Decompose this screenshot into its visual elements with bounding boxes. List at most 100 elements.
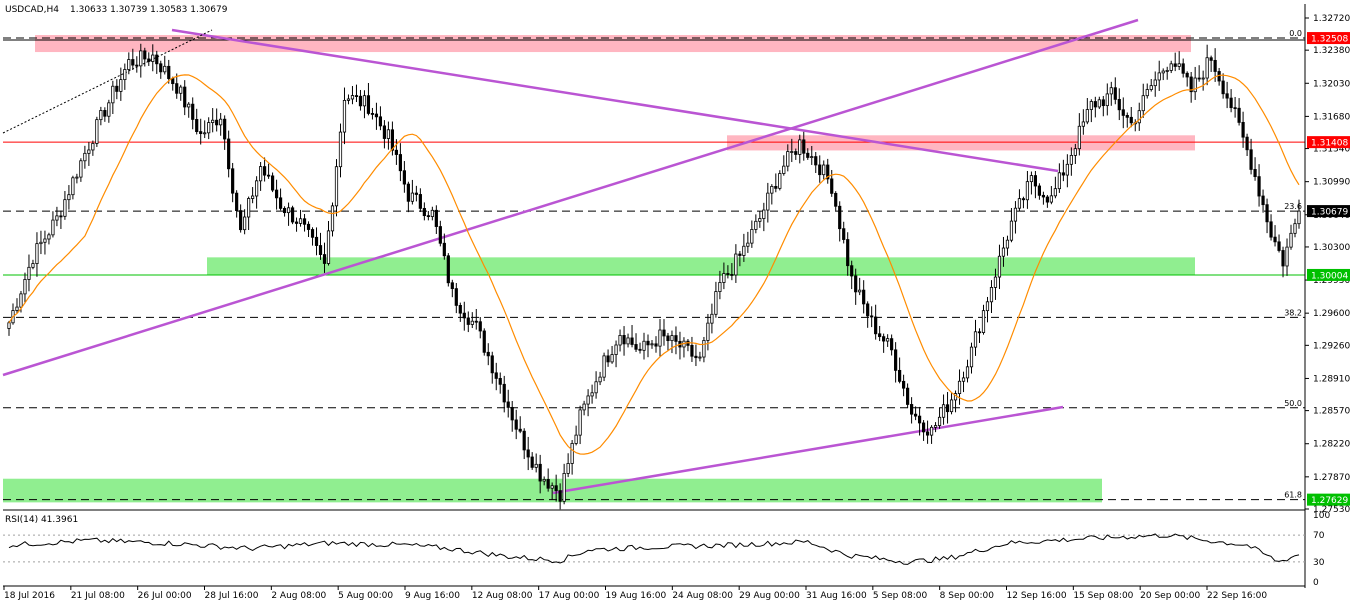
- x-tick-label: 5 Aug 00:00: [338, 591, 393, 601]
- bear-candle: [1045, 196, 1049, 203]
- bull-candle: [1025, 181, 1030, 201]
- bear-candle: [223, 118, 227, 140]
- bear-candle: [554, 485, 558, 491]
- bull-candle: [163, 65, 167, 73]
- bull-candle: [286, 207, 291, 214]
- bull-candle: [470, 320, 474, 325]
- bull-candle: [99, 110, 103, 121]
- y-tick-label: 1.28910: [1313, 374, 1350, 384]
- bear-candle: [402, 170, 406, 185]
- price-label: 1.31408: [1311, 139, 1348, 149]
- bull-candle: [650, 343, 654, 346]
- bear-candle: [690, 344, 694, 357]
- bear-candle: [906, 387, 910, 405]
- rsi-tick-label: 70: [1313, 531, 1325, 541]
- bull-candle: [1169, 63, 1173, 71]
- bull-candle: [1105, 93, 1109, 107]
- bull-candle: [566, 463, 570, 474]
- bear-candle: [231, 168, 235, 194]
- bear-candle: [366, 95, 371, 114]
- bear-candle: [538, 463, 542, 482]
- bull-candle: [243, 216, 247, 231]
- bear-candle: [442, 242, 446, 257]
- bull-candle: [47, 234, 51, 240]
- bear-candle: [842, 228, 846, 240]
- bear-candle: [1185, 72, 1189, 78]
- bull-candle: [334, 166, 339, 207]
- bull-candle: [542, 479, 546, 482]
- bull-candle: [973, 331, 978, 348]
- bear-candle: [498, 378, 502, 385]
- bull-candle: [997, 255, 1002, 278]
- bull-candle: [139, 50, 143, 67]
- bear-candle: [818, 164, 822, 176]
- bull-candle: [1201, 77, 1205, 80]
- y-tick-label: 1.31340: [1313, 145, 1350, 155]
- rsi-label: RSI(14) 41.3961: [5, 515, 78, 525]
- bear-candle: [518, 428, 522, 432]
- bear-candle: [806, 152, 810, 158]
- price-label-box: [1307, 205, 1350, 218]
- x-tick-label: 12 Aug 08:00: [472, 591, 533, 601]
- bull-candle: [1065, 163, 1069, 176]
- bull-candle: [43, 238, 47, 243]
- y-tick-label: 1.29600: [1313, 309, 1350, 319]
- bear-candle: [878, 333, 882, 338]
- bull-candle: [1089, 101, 1093, 110]
- bull-candle: [259, 166, 263, 182]
- bear-candle: [1209, 57, 1213, 61]
- bear-candle: [143, 50, 147, 60]
- bear-candle: [370, 113, 375, 115]
- bull-candle: [386, 129, 391, 139]
- bear-candle: [646, 340, 650, 346]
- bear-candle: [227, 138, 231, 170]
- y-tick-label: 1.32720: [1313, 14, 1350, 24]
- bull-candle: [670, 335, 674, 342]
- price-label-box: [1307, 268, 1350, 281]
- bear-candle: [314, 236, 319, 246]
- bear-candle: [1257, 176, 1261, 197]
- bull-candle: [1161, 70, 1165, 74]
- bear-candle: [1237, 107, 1241, 123]
- bull-candle: [95, 119, 99, 144]
- bull-candle: [658, 329, 662, 347]
- bull-candle: [810, 156, 814, 158]
- bear-candle: [794, 151, 798, 155]
- bull-candle: [39, 241, 43, 245]
- bull-candle: [63, 199, 67, 217]
- bull-candle: [1165, 70, 1169, 72]
- bear-candle: [1217, 71, 1221, 82]
- bear-candle: [1113, 87, 1117, 100]
- bull-candle: [798, 139, 802, 155]
- bear-candle: [866, 303, 870, 317]
- bear-candle: [802, 139, 806, 154]
- bull-candle: [1285, 246, 1289, 267]
- bear-candle: [977, 331, 982, 334]
- bull-candle: [1137, 110, 1141, 124]
- bull-candle: [778, 173, 782, 189]
- bear-candle: [235, 192, 239, 211]
- bear-candle: [191, 103, 195, 120]
- bull-candle: [562, 473, 566, 502]
- bear-candle: [1273, 236, 1277, 243]
- bear-candle: [898, 369, 902, 382]
- bull-candle: [786, 151, 790, 167]
- support-zone: [207, 257, 1195, 276]
- bull-candle: [83, 152, 87, 162]
- bear-candle: [1033, 175, 1038, 187]
- bear-candle: [382, 125, 387, 139]
- bear-candle: [494, 372, 498, 379]
- bull-candle: [710, 313, 714, 324]
- bull-candle: [75, 176, 79, 179]
- bull-candle: [969, 346, 974, 368]
- bear-candle: [274, 189, 279, 199]
- bull-candle: [614, 344, 618, 355]
- bull-candle: [642, 340, 646, 351]
- bear-candle: [910, 404, 914, 415]
- bear-candle: [322, 254, 327, 264]
- bear-candle: [1197, 77, 1201, 80]
- bear-candle: [490, 355, 494, 374]
- bear-candle: [1181, 63, 1185, 74]
- bear-candle: [482, 330, 486, 353]
- bull-candle: [219, 118, 223, 126]
